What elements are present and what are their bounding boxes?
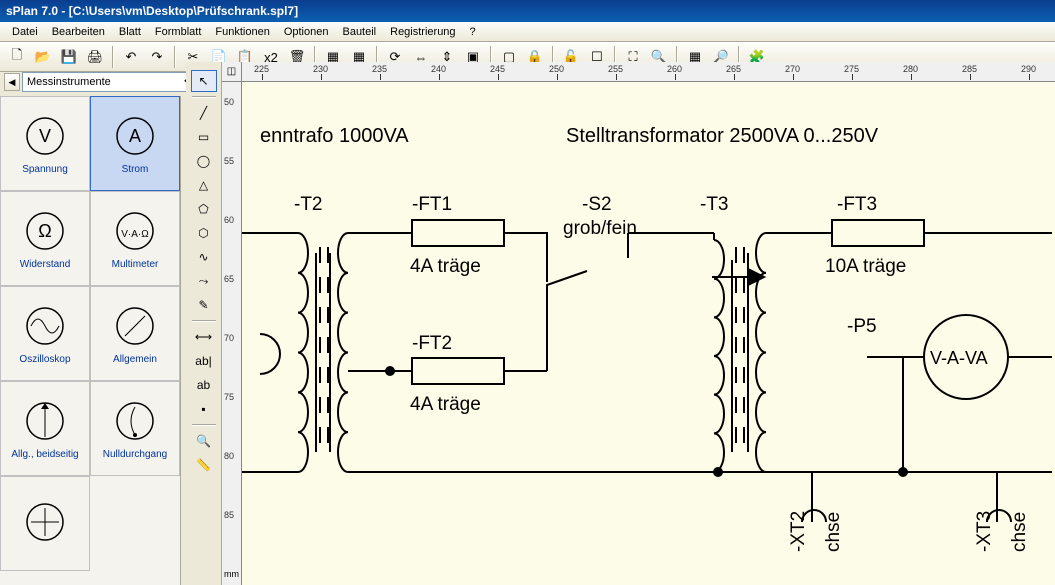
menu-funktionen[interactable]: Funktionen	[209, 24, 275, 40]
tool-bezier[interactable]: ∿	[191, 246, 217, 268]
svg-text:V-A-VA: V-A-VA	[930, 348, 988, 368]
menu-datei[interactable]: Datei	[6, 24, 44, 40]
lib-item-allgemein[interactable]: Allgemein	[90, 286, 180, 381]
tool-text-ab[interactable]: ab|	[191, 350, 217, 372]
ruler-unit: mm	[224, 569, 239, 579]
lib-item-spannung[interactable]: V Spannung	[0, 96, 90, 191]
open-icon[interactable]: 📂	[32, 46, 54, 68]
svg-text:Stelltransformator 2500VA 0...: Stelltransformator 2500VA 0...250V	[566, 125, 879, 147]
title-bar: sPlan 7.0 - [C:\Users\vm\Desktop\Prüfsch…	[0, 0, 1055, 22]
svg-text:-P5: -P5	[847, 316, 877, 337]
tool-rect[interactable]: ▭	[191, 126, 217, 148]
lib-label: Oszilloskop	[19, 354, 70, 365]
svg-text:4A träge: 4A träge	[410, 394, 481, 415]
lib-item-blank[interactable]	[0, 476, 90, 571]
lib-prev-icon[interactable]: ◀	[4, 73, 20, 91]
undo-icon[interactable]: ↶	[120, 46, 142, 68]
lib-icon	[21, 397, 69, 445]
library-selector: ◀ Messinstrumente ▶	[4, 72, 216, 92]
redo-icon[interactable]: ↷	[146, 46, 168, 68]
svg-text:-T2: -T2	[294, 194, 323, 215]
tool-specialline[interactable]: ⤳	[191, 270, 217, 292]
lib-icon: V	[21, 112, 69, 160]
tool-line[interactable]: ╱	[191, 102, 217, 124]
svg-text:4A träge: 4A träge	[410, 256, 481, 277]
tool-freehand[interactable]: ✎	[191, 294, 217, 316]
svg-text:chse: chse	[1009, 512, 1030, 552]
lib-item-oszilloskop[interactable]: Oszilloskop	[0, 286, 90, 381]
svg-text:enntrafo 1000VA: enntrafo 1000VA	[260, 125, 409, 147]
lib-label: Allg., beidseitig	[11, 449, 78, 460]
lib-icon: V·A·Ω	[111, 207, 159, 255]
lib-icon	[21, 302, 69, 350]
menu-registrierung[interactable]: Registrierung	[384, 24, 461, 40]
lib-item-multimeter[interactable]: V·A·Ω Multimeter	[90, 191, 180, 286]
lib-icon: Ω	[21, 207, 69, 255]
tool-measure[interactable]: 📏	[191, 454, 217, 476]
svg-text:V·A·Ω: V·A·Ω	[121, 229, 149, 240]
drawing-canvas[interactable]: enntrafo 1000VA Stelltransformator 2500VA…	[242, 82, 1055, 585]
tool-text-box[interactable]: ab	[191, 374, 217, 396]
menu-blatt[interactable]: Blatt	[113, 24, 147, 40]
menu-optionen[interactable]: Optionen	[278, 24, 335, 40]
svg-text:chse: chse	[823, 512, 844, 552]
ruler-corner: ◫	[222, 62, 242, 82]
svg-text:-FT3: -FT3	[837, 194, 877, 215]
lib-icon	[111, 397, 159, 445]
tool-dimension[interactable]: ⟷	[191, 326, 217, 348]
svg-text:-S2: -S2	[582, 194, 612, 215]
tool-junction[interactable]: ▪	[191, 398, 217, 420]
library-panel: V Spannung A Strom Ω Widerstand V·A·Ω Multimete…	[0, 96, 181, 585]
lib-item-strom[interactable]: A Strom	[90, 96, 180, 191]
menu-formblatt[interactable]: Formblatt	[149, 24, 207, 40]
tool-pointer[interactable]: ↖	[191, 70, 217, 92]
lib-icon	[21, 498, 69, 546]
vertical-ruler: mm 5055606570758085	[222, 82, 242, 585]
svg-text:-XT2: -XT2	[788, 511, 809, 552]
horizontal-ruler: 2252302352402452502552602652702752802852…	[242, 62, 1055, 82]
tool-search[interactable]: 🔍	[191, 430, 217, 452]
svg-text:-FT1: -FT1	[412, 194, 452, 215]
svg-text:-FT2: -FT2	[412, 333, 452, 354]
menu-bearbeiten[interactable]: Bearbeiten	[46, 24, 111, 40]
lib-icon	[111, 302, 159, 350]
canvas-area: ◫ 22523023524024525025526026527027528028…	[222, 62, 1055, 585]
lib-label: Strom	[122, 164, 149, 175]
app-title: sPlan 7.0 - [C:\Users\vm\Desktop\Prüfsch…	[6, 4, 298, 18]
library-dropdown[interactable]: Messinstrumente	[22, 72, 198, 92]
svg-text:-XT3: -XT3	[974, 511, 995, 552]
svg-text:grob/fein: grob/fein	[563, 218, 637, 239]
menu-bar: DateiBearbeitenBlattFormblattFunktionenO…	[0, 22, 1055, 42]
new-icon[interactable]: 🗋	[6, 46, 28, 68]
lib-label: Allgemein	[113, 354, 157, 365]
svg-text:A: A	[129, 126, 141, 146]
tool-polyclosed[interactable]: ⬡	[191, 222, 217, 244]
tool-palette: ↖ ╱▭◯△⬠⬡∿⤳✎ ⟷ab|ab▪ 🔍📏	[186, 62, 222, 585]
tool-triangle[interactable]: △	[191, 174, 217, 196]
lib-icon: A	[111, 112, 159, 160]
lib-label: Widerstand	[20, 259, 71, 270]
lib-item-allg., beidseitig[interactable]: Allg., beidseitig	[0, 381, 90, 476]
lib-item-nulldurchgang[interactable]: Nulldurchgang	[90, 381, 180, 476]
menu-?[interactable]: ?	[464, 24, 482, 40]
svg-text:10A träge: 10A träge	[825, 256, 906, 277]
svg-text:-T3: -T3	[700, 194, 729, 215]
menu-bauteil[interactable]: Bauteil	[336, 24, 382, 40]
svg-text:V: V	[39, 126, 51, 146]
tool-ellipse[interactable]: ◯	[191, 150, 217, 172]
lib-label: Nulldurchgang	[103, 449, 168, 460]
print-icon[interactable]: 🖨	[84, 46, 106, 68]
lib-label: Spannung	[22, 164, 68, 175]
lib-item-widerstand[interactable]: Ω Widerstand	[0, 191, 90, 286]
tool-poly[interactable]: ⬠	[191, 198, 217, 220]
lib-label: Multimeter	[112, 259, 159, 270]
svg-text:Ω: Ω	[38, 221, 51, 241]
save-icon[interactable]: 💾	[58, 46, 80, 68]
